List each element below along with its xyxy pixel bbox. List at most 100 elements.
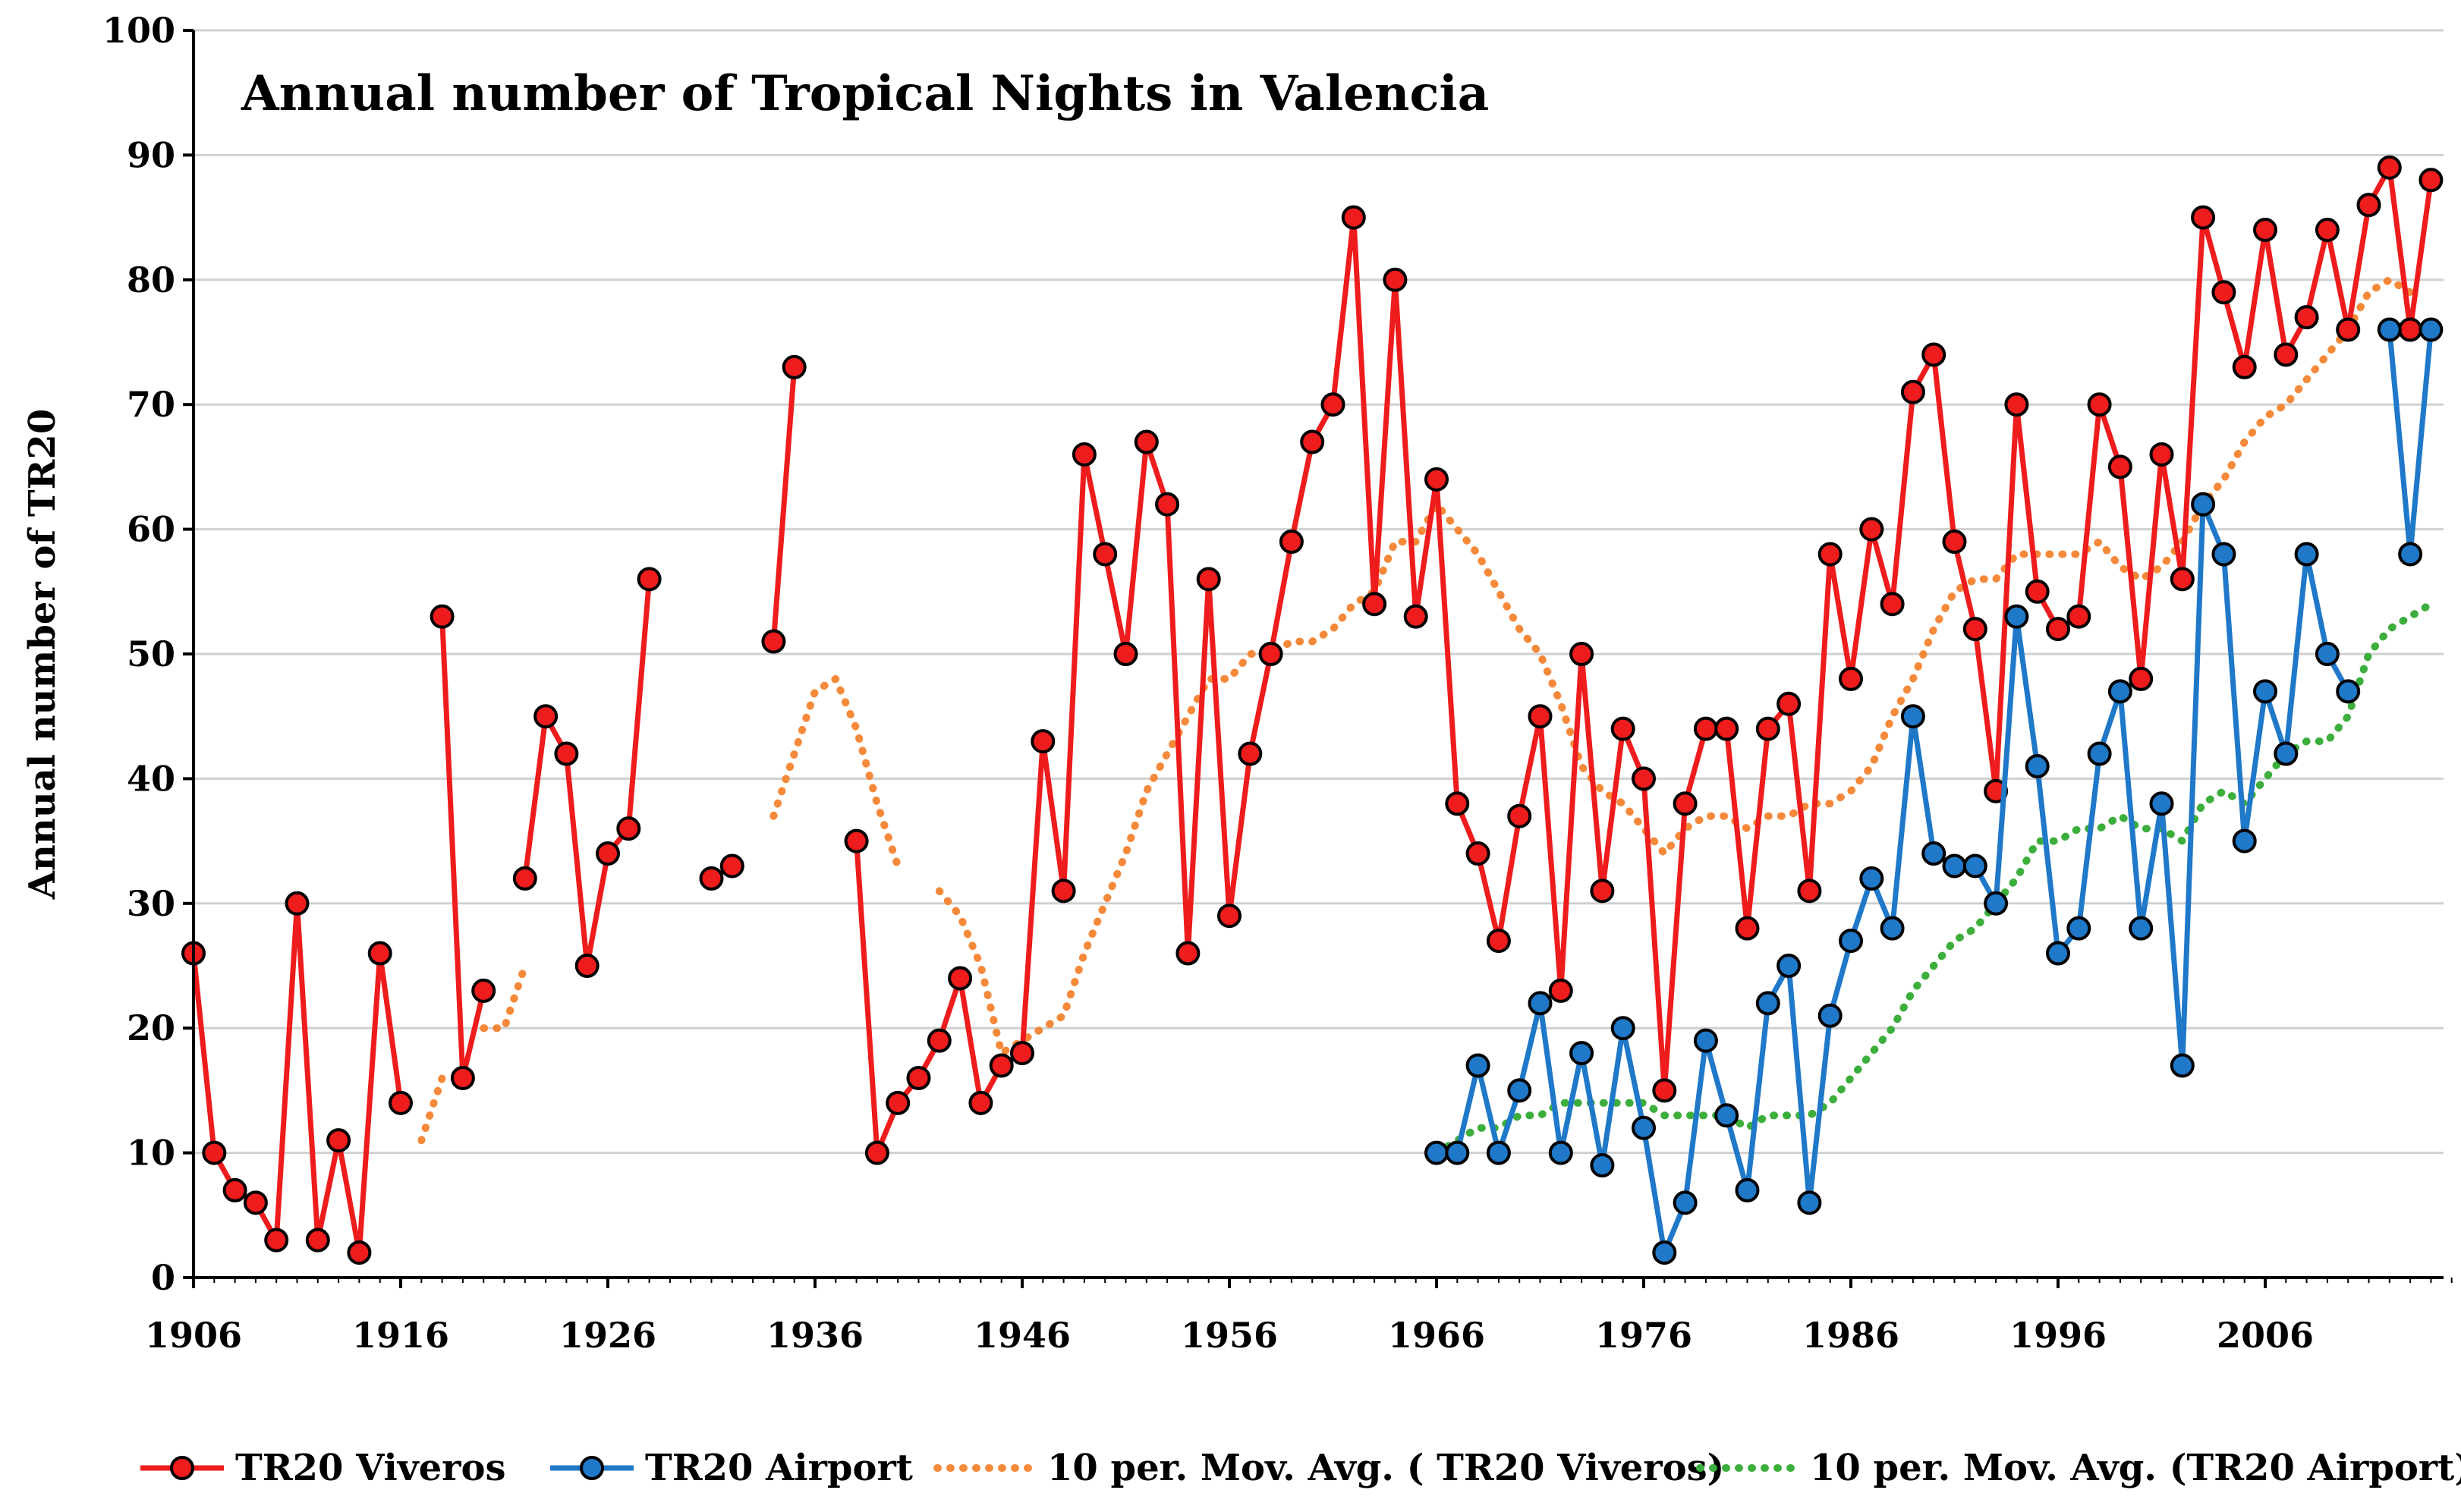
y-tick-label: 100 xyxy=(102,10,175,51)
legend: TR20 Viveros TR20 Airport 10 per. Mov. Avg… xyxy=(140,1447,2461,1489)
data-point xyxy=(1569,1041,1594,1066)
data-point xyxy=(1652,1240,1677,1265)
legend-label: 10 per. Mov. Avg. (TR20 Airport) xyxy=(1810,1447,2461,1489)
data-point xyxy=(1362,592,1387,617)
data-point xyxy=(2087,392,2112,417)
data-point xyxy=(1424,1140,1449,1165)
data-point xyxy=(1590,1153,1615,1178)
series-3 xyxy=(1433,600,2435,1157)
data-point xyxy=(2336,679,2361,704)
data-point xyxy=(1610,1016,1635,1041)
data-point xyxy=(2232,354,2257,379)
data-point xyxy=(1528,991,1553,1016)
data-point xyxy=(1465,841,1490,866)
data-point xyxy=(1817,542,1843,567)
x-tick-label: 1926 xyxy=(559,1315,656,1356)
data-point xyxy=(347,1240,372,1265)
data-point xyxy=(389,1090,413,1115)
data-point xyxy=(2356,193,2381,218)
tick-labels: 0 10 20 30 40 50 60 70 80 90 100 1906 1916 1926 1936 19… xyxy=(102,10,2453,1356)
data-point xyxy=(1797,1190,1822,1215)
data-point xyxy=(699,866,724,891)
data-point xyxy=(948,966,973,991)
data-point xyxy=(2211,280,2236,305)
legend-marker xyxy=(170,1456,194,1480)
data-point xyxy=(2398,317,2423,342)
data-point xyxy=(2398,542,2423,567)
series-line xyxy=(439,616,486,1081)
y-tick-label: 20 xyxy=(127,1007,175,1048)
data-point xyxy=(1486,1140,1511,1165)
data-point xyxy=(2066,916,2091,941)
data-point xyxy=(1673,791,1698,816)
data-point xyxy=(1569,642,1594,666)
data-point xyxy=(1590,879,1615,904)
y-tick-label: 0 xyxy=(151,1257,175,1298)
data-point xyxy=(222,1177,247,1202)
y-tick-label: 10 xyxy=(127,1133,175,1174)
x-tick-label: 1936 xyxy=(766,1315,864,1356)
data-point xyxy=(1632,1115,1656,1140)
data-point xyxy=(2025,579,2050,604)
data-point xyxy=(2211,542,2236,567)
data-point xyxy=(1175,941,1201,966)
data-point xyxy=(1714,716,1739,741)
x-tick-label: 1996 xyxy=(2009,1315,2107,1356)
data-point xyxy=(533,704,559,729)
series-line xyxy=(770,366,798,642)
moving-average-line xyxy=(769,674,902,870)
data-point xyxy=(2315,642,2340,666)
data-point xyxy=(1548,1140,1573,1165)
data-point xyxy=(927,1028,952,1053)
data-point xyxy=(1445,1140,1470,1165)
data-point xyxy=(471,978,496,1003)
series-2 xyxy=(376,275,2415,1145)
data-point xyxy=(1880,916,1905,941)
data-point xyxy=(1486,929,1511,954)
legend-item-1: TR20 Airport xyxy=(550,1447,913,1489)
data-point xyxy=(1652,1078,1677,1103)
series-layer xyxy=(181,155,2444,1265)
data-point xyxy=(1673,1190,1698,1215)
data-point xyxy=(2419,317,2444,342)
data-point xyxy=(596,841,620,866)
data-point xyxy=(2149,791,2174,816)
data-point xyxy=(2004,392,2029,417)
data-point xyxy=(1942,853,1967,879)
legend-item-3: 10 per. Mov. Avg. (TR20 Airport) xyxy=(1696,1447,2461,1489)
data-point xyxy=(1921,841,1946,866)
data-point xyxy=(2419,168,2444,193)
x-tick-label: 1956 xyxy=(1181,1315,1278,1356)
data-point xyxy=(367,941,392,966)
data-point xyxy=(554,741,579,766)
y-tick-label: 70 xyxy=(127,384,175,425)
data-point xyxy=(430,604,455,629)
series-line xyxy=(2387,329,2434,557)
data-point xyxy=(2107,679,2132,704)
gridlines xyxy=(194,29,2444,1155)
legend-label: 10 per. Mov. Avg. ( TR20 Viveros) xyxy=(1047,1447,1724,1489)
data-point xyxy=(1093,542,1118,567)
data-point xyxy=(1693,1028,1718,1053)
data-point xyxy=(1900,704,1925,729)
data-point xyxy=(1921,342,1946,367)
data-point xyxy=(1900,379,1925,404)
data-point xyxy=(1051,879,1076,904)
x-tick-label: 1906 xyxy=(145,1315,242,1356)
data-point xyxy=(1300,429,1325,454)
data-point xyxy=(1424,467,1449,492)
data-point xyxy=(2294,542,2319,567)
series-0 xyxy=(181,155,2444,1265)
data-point xyxy=(2253,679,2277,704)
data-point xyxy=(1755,991,1780,1016)
series-line xyxy=(522,579,653,969)
data-point xyxy=(1113,642,1138,666)
y-tick-label: 90 xyxy=(127,134,175,175)
data-point xyxy=(1072,442,1097,467)
y-tick-label: 50 xyxy=(127,633,175,674)
data-point xyxy=(1777,691,1802,716)
data-point xyxy=(1984,891,2009,916)
x-tick-label: 2006 xyxy=(2217,1315,2314,1356)
data-point xyxy=(2107,454,2132,479)
